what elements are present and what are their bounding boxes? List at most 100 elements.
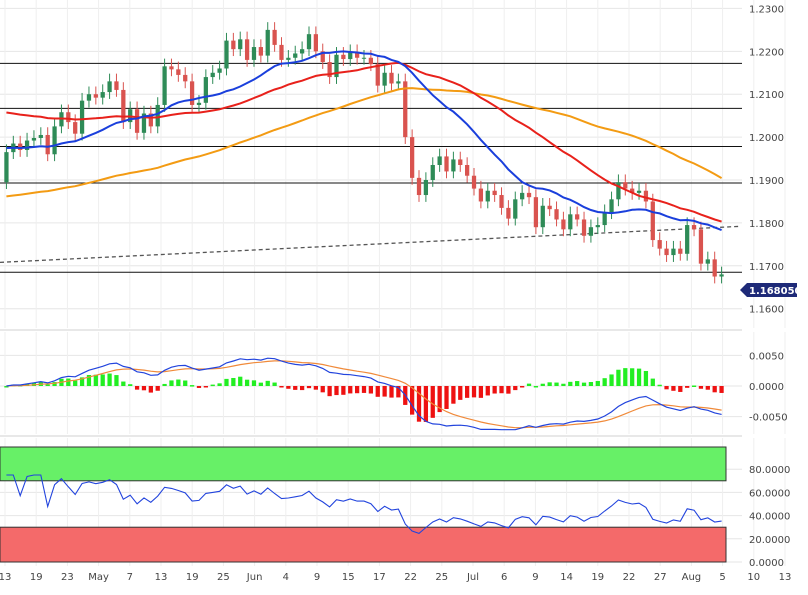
candle xyxy=(375,56,380,93)
moving-average-blue xyxy=(6,50,722,232)
macd-bar xyxy=(320,386,325,393)
candle xyxy=(107,73,112,99)
macd-bar xyxy=(148,386,153,393)
macd-bar xyxy=(499,386,504,394)
candle xyxy=(602,204,607,232)
candle-body xyxy=(141,113,147,133)
x-tick-label: 25 xyxy=(217,572,230,583)
candle xyxy=(354,44,360,65)
candle xyxy=(45,127,50,162)
candle-body xyxy=(313,34,318,52)
price-axis: 1.1600 1.1700 1.1800 1.1900 1.2000 1.2100 1.22… xyxy=(749,4,784,315)
macd-bar xyxy=(561,383,566,386)
macd-bar xyxy=(520,386,525,388)
candle-body xyxy=(630,188,635,193)
candle xyxy=(18,135,23,157)
macd-bar xyxy=(416,386,422,422)
macd-bar xyxy=(107,373,112,386)
x-tick-label: 6 xyxy=(501,572,507,583)
candle xyxy=(114,73,119,97)
candle xyxy=(533,189,539,235)
candle-body xyxy=(258,47,263,56)
candle-body xyxy=(189,81,195,105)
x-tick-label: 14 xyxy=(560,572,573,583)
macd-bar xyxy=(286,386,291,389)
macd-bar xyxy=(382,386,387,397)
candle-body xyxy=(478,188,484,202)
macd-bar xyxy=(121,381,126,386)
candle xyxy=(410,129,415,185)
macd-bar xyxy=(210,384,215,387)
macd-bar xyxy=(100,374,105,386)
price-grid xyxy=(0,0,786,328)
macd-bar xyxy=(169,380,174,386)
candle xyxy=(554,201,559,227)
macd-bar xyxy=(176,379,181,386)
candles xyxy=(4,22,724,284)
macd-bar xyxy=(231,377,236,386)
candle-body xyxy=(38,134,43,138)
macd-bar xyxy=(616,369,621,386)
candle-body xyxy=(602,212,607,226)
candle xyxy=(465,157,470,183)
macd-bar xyxy=(451,386,456,404)
x-tick-label: 5 xyxy=(719,572,725,583)
candle-body xyxy=(568,214,573,230)
candle-body xyxy=(52,126,57,155)
candle xyxy=(396,73,401,91)
macd-bar xyxy=(444,386,449,409)
macd-bar xyxy=(623,368,628,386)
macd-bar xyxy=(162,383,167,386)
candle xyxy=(299,41,305,61)
rsi-line xyxy=(6,474,722,535)
candle xyxy=(361,50,367,65)
candle xyxy=(306,26,312,57)
candle xyxy=(100,84,105,105)
candle-body xyxy=(616,182,621,200)
candle xyxy=(251,39,257,67)
candle xyxy=(643,183,649,209)
candle xyxy=(547,198,552,217)
macd-bar xyxy=(554,382,559,386)
candle xyxy=(348,44,353,66)
macd-bar xyxy=(93,374,98,386)
macd-tick-label: 0.0000 xyxy=(749,382,784,393)
macd-signal-line xyxy=(6,360,722,429)
candle-body xyxy=(685,225,690,254)
candle-body xyxy=(265,29,270,56)
rsi-tick-label: 80.0000 xyxy=(749,465,790,476)
moving-average-red xyxy=(6,61,722,223)
macd-bar xyxy=(272,382,277,386)
candle-body xyxy=(671,248,676,256)
candle xyxy=(52,118,57,162)
candle-body xyxy=(533,197,539,228)
macd-bar xyxy=(251,380,257,386)
x-tick-label: 4 xyxy=(283,572,289,583)
candle xyxy=(685,217,690,261)
candle xyxy=(561,211,566,237)
candle xyxy=(155,97,160,134)
macd-bar xyxy=(410,386,415,415)
macd-bar xyxy=(437,386,442,413)
macd-bar xyxy=(602,378,607,386)
candle-body xyxy=(719,274,724,277)
price-panel: 1.1600 1.1700 1.1800 1.1900 1.2000 1.2100 1.22… xyxy=(0,0,797,328)
candle-body xyxy=(348,52,353,60)
macd-bar xyxy=(368,386,374,394)
candle-body xyxy=(86,94,92,101)
macd-bar xyxy=(568,381,573,386)
candle xyxy=(327,54,332,84)
candle-body xyxy=(423,180,429,196)
candle-body xyxy=(705,259,710,264)
candle-body xyxy=(547,205,552,210)
macd-bar xyxy=(299,386,305,391)
macd-bar xyxy=(293,386,298,390)
candle-body xyxy=(403,81,408,138)
rsi-panel: 80.0000 60.0000 40.0000 20.0000 0.0000 xyxy=(0,438,790,569)
x-tick-label: Jun xyxy=(246,572,263,583)
candle-body xyxy=(100,92,105,98)
macd-bar xyxy=(128,384,133,386)
candle-body xyxy=(210,72,215,78)
candle xyxy=(430,157,435,187)
x-tick-label: 19 xyxy=(591,572,604,583)
